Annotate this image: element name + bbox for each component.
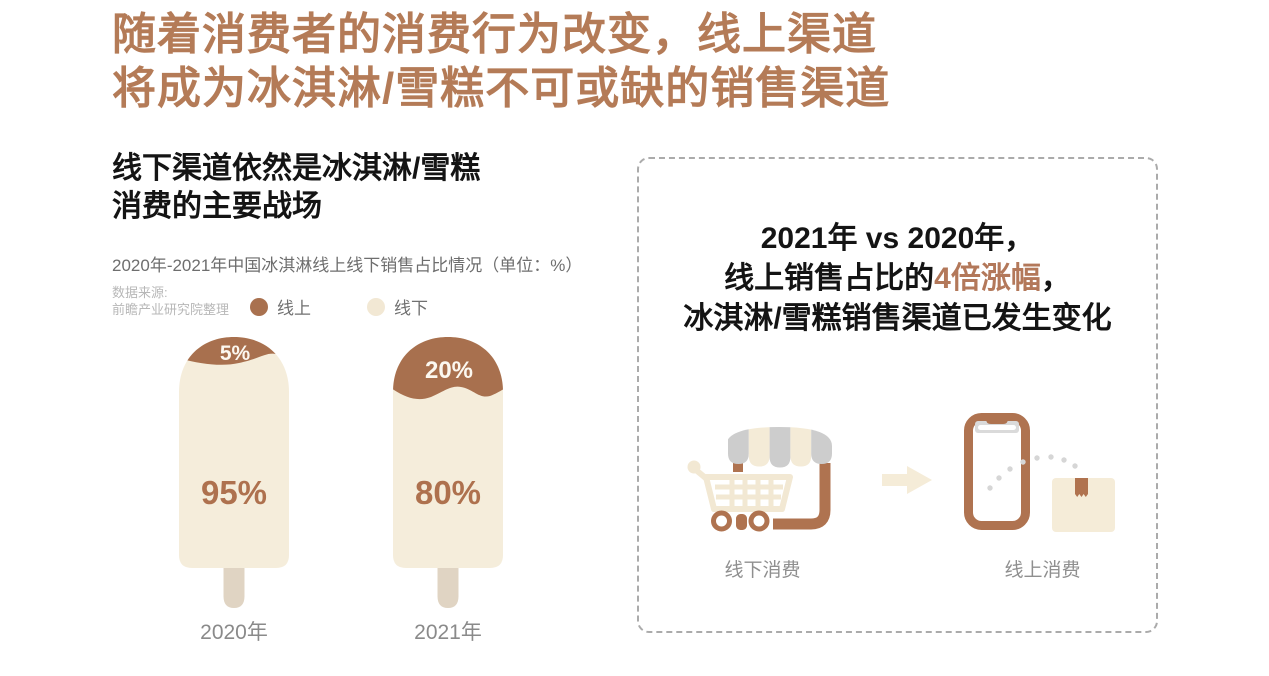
phone-notch [986, 413, 1008, 424]
store-cart-icon [687, 427, 832, 532]
heading-line-1: 线下渠道依然是冰淇淋/雪糕 [112, 152, 481, 185]
online-pct-2020: 5% [220, 342, 251, 365]
callout-highlight: 4倍涨幅 [934, 262, 1041, 295]
callout-box [637, 157, 1158, 633]
package-tape [1075, 478, 1088, 497]
dotted-arc [987, 454, 1078, 491]
popsicle-body-2020 [179, 337, 289, 568]
legend-online-label: 线上 [277, 299, 311, 318]
storefront-frame [773, 463, 831, 530]
right-arrow-icon [882, 466, 932, 494]
storefront-left-post [733, 460, 743, 472]
callout-line-3: 冰淇淋/雪糕销售渠道已发生变化 [683, 302, 1112, 335]
cart-wheel-left [711, 510, 732, 532]
legend-offline-dot-icon [367, 297, 385, 316]
online-consumption-label: 线上消费 [1004, 560, 1081, 581]
title-line-2: 将成为冰淇淋/雪糕不可或缺的销售渠道 [112, 64, 891, 113]
awning-icon [728, 427, 832, 468]
year-label-2021: 2021年 [414, 621, 482, 644]
chart-caption: 2020年-2021年中国冰淇淋线上线下销售占比情况（单位：%） [112, 256, 583, 275]
title-line-1: 随着消费者的消费行为改变，线上渠道 [112, 10, 877, 59]
popsicle-stick-2020 [223, 568, 245, 608]
heading-line-2: 消费的主要战场 [112, 190, 322, 223]
legend-item-offline: 线下 [367, 294, 428, 319]
popsicle-bar-2020: 5% 95% [179, 337, 289, 608]
legend-online-dot-icon [250, 297, 268, 316]
callout-line-1: 2021年 vs 2020年， [760, 222, 1035, 255]
phone-package-icon [964, 413, 1115, 532]
legend-item-online: 线上 [250, 294, 311, 319]
popsicle-stick-2021 [437, 568, 459, 608]
callout-text: 2021年 vs 2020年， 线上销售占比的4倍涨幅， 冰淇淋/雪糕销售渠道已… [637, 219, 1158, 339]
cart-wheel-right [748, 510, 770, 532]
phone-icon [964, 413, 1030, 530]
package-icon [1052, 478, 1115, 532]
left-section-heading: 线下渠道依然是冰淇淋/雪糕 消费的主要战场 [112, 150, 480, 226]
shopping-cart-icon [687, 460, 793, 532]
year-label-2020: 2020年 [200, 621, 268, 644]
chart-legend: 线上 线下 [250, 294, 428, 319]
offline-consumption-label: 线下消费 [724, 560, 801, 581]
data-source-line-1: 数据来源: [112, 285, 168, 300]
data-source-line-2: 前瞻产业研究院整理 [112, 302, 230, 317]
offline-pct-2020: 95% [201, 474, 267, 511]
offline-pct-2021: 80% [415, 474, 481, 511]
online-pct-2021: 20% [425, 357, 473, 384]
data-source: 数据来源: 前瞻产业研究院整理 [112, 284, 229, 318]
legend-offline-label: 线下 [394, 299, 428, 318]
page-title: 随着消费者的消费行为改变，线上渠道 将成为冰淇淋/雪糕不可或缺的销售渠道 [112, 8, 890, 116]
cart-leg [736, 514, 747, 530]
callout-line-2-post: ， [1040, 262, 1071, 295]
chocolate-top-2021 [393, 337, 503, 400]
popsicle-bar-2021: 20% 80% [393, 337, 503, 608]
callout-line-2-pre: 线上销售占比的 [724, 262, 935, 295]
phone-header-line [978, 425, 1016, 430]
